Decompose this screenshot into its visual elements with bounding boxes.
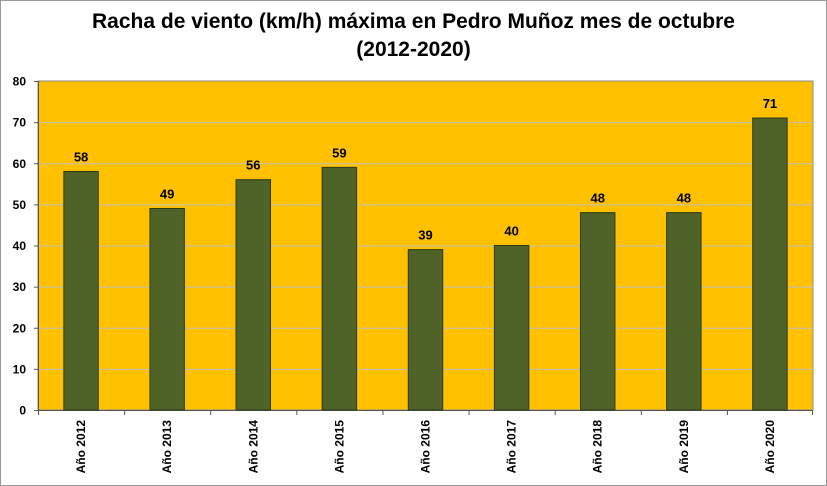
data-label: 40 bbox=[504, 224, 518, 239]
data-label: 58 bbox=[74, 149, 88, 164]
y-tick-label: 50 bbox=[13, 198, 27, 212]
data-label: 48 bbox=[590, 191, 604, 206]
x-tick-label: Año 2012 bbox=[74, 420, 88, 474]
chart-title-line-1: Racha de viento (km/h) máxima en Pedro M… bbox=[92, 10, 735, 33]
bar bbox=[580, 212, 616, 411]
y-tick-label: 80 bbox=[13, 75, 27, 89]
data-label: 49 bbox=[160, 186, 174, 201]
chart-title-line-2: (2012-2020) bbox=[356, 38, 471, 61]
y-tick-label: 20 bbox=[13, 321, 27, 335]
y-tick-label: 0 bbox=[19, 404, 26, 418]
x-tick-label: Año 2019 bbox=[677, 420, 691, 474]
x-tick-label: Año 2013 bbox=[160, 420, 174, 474]
bar bbox=[149, 207, 185, 411]
bar bbox=[235, 179, 271, 411]
data-label: 71 bbox=[763, 96, 777, 111]
x-tick-label: Año 2018 bbox=[591, 420, 605, 474]
y-tick-label: 40 bbox=[13, 239, 27, 253]
data-label: 39 bbox=[418, 228, 432, 243]
bar bbox=[493, 245, 530, 411]
bar bbox=[321, 166, 358, 411]
data-label: 48 bbox=[677, 191, 691, 206]
x-tick-label: Año 2015 bbox=[332, 420, 346, 474]
data-label: 59 bbox=[332, 145, 346, 160]
x-tick-label: Año 2014 bbox=[246, 420, 260, 474]
bar bbox=[666, 212, 702, 411]
bar bbox=[752, 117, 788, 411]
y-tick-label: 30 bbox=[13, 280, 27, 294]
y-tick-label: 70 bbox=[13, 116, 27, 130]
bar bbox=[407, 249, 444, 411]
data-label: 56 bbox=[246, 158, 260, 173]
x-tick-label: Año 2017 bbox=[505, 420, 519, 474]
y-tick-label: 10 bbox=[13, 362, 27, 376]
chart-title: Racha de viento (km/h) máxima en Pedro M… bbox=[0, 8, 827, 64]
bar bbox=[63, 170, 99, 411]
x-tick-label: Año 2020 bbox=[763, 420, 777, 474]
x-tick-label: Año 2016 bbox=[419, 420, 433, 474]
y-tick-label: 60 bbox=[13, 157, 27, 171]
